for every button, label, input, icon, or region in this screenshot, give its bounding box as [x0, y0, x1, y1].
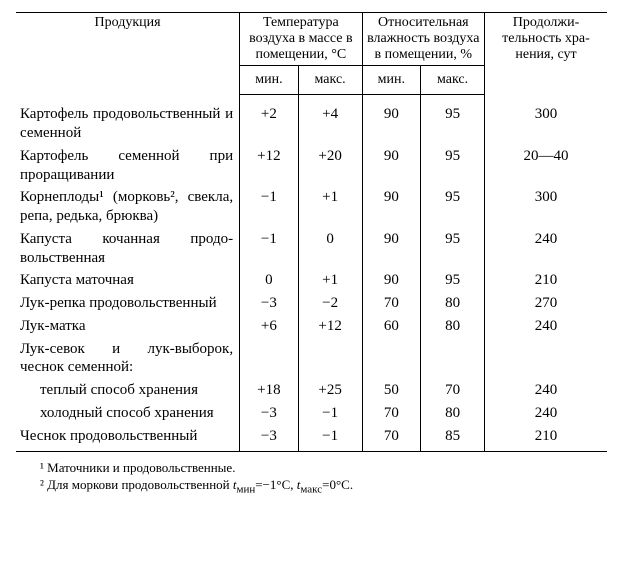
cell-hmax	[421, 338, 485, 380]
footnote-1: ¹ Маточники и продовольственные.	[40, 460, 607, 477]
col-temp-min: мин.	[240, 66, 299, 95]
cell-tmin: +6	[240, 315, 299, 338]
product-name: Лук-репка продовольствен­ный	[16, 292, 240, 315]
cell-hmin: 70	[362, 402, 421, 425]
cell-hmax: 85	[421, 425, 485, 452]
cell-tmax: +1	[298, 186, 362, 228]
cell-hmax: 70	[421, 379, 485, 402]
cell-hmin: 90	[362, 228, 421, 270]
cell-tmax: +12	[298, 315, 362, 338]
cell-tmax: +20	[298, 145, 362, 187]
cell-tmax: +25	[298, 379, 362, 402]
cell-tmin: −3	[240, 292, 299, 315]
col-product: Продукция	[16, 13, 240, 95]
footnotes: ¹ Маточники и продовольственные. ² Для м…	[16, 460, 607, 497]
cell-hmax: 95	[421, 186, 485, 228]
table-row: Капуста маточная0+19095210	[16, 269, 607, 292]
product-name: Картофель семенной при проращивании	[16, 145, 240, 187]
cell-tmin: +18	[240, 379, 299, 402]
cell-dur: 300	[485, 186, 607, 228]
product-name: Картофель продовольствен­ный и семенной	[16, 103, 240, 145]
product-name: Чеснок продовольствен­ный	[16, 425, 240, 452]
col-temperature: Температура воздуха в мас­се в помеще­ни…	[240, 13, 362, 66]
product-name: Капуста кочанная продо­вольственная	[16, 228, 240, 270]
cell-hmax: 95	[421, 145, 485, 187]
cell-tmin	[240, 338, 299, 380]
cell-hmin: 90	[362, 103, 421, 145]
table-row: Лук-репка продовольствен­ный−3−27080270	[16, 292, 607, 315]
cell-hmin: 50	[362, 379, 421, 402]
col-hum-max: макс.	[421, 66, 485, 95]
table-row: Лук-севок и лук-выборок, чеснок семенной…	[16, 338, 607, 380]
cell-hmax: 95	[421, 228, 485, 270]
table-row: Корнеплоды¹ (морковь², свекла, репа, ред…	[16, 186, 607, 228]
cell-dur	[485, 338, 607, 380]
table-row: Лук-матка+6+126080240	[16, 315, 607, 338]
product-name: Капуста маточная	[16, 269, 240, 292]
table-row: Капуста кочанная продо­вольственная−1090…	[16, 228, 607, 270]
cell-tmin: −3	[240, 402, 299, 425]
product-name: Лук-севок и лук-выборок, чеснок семенной…	[16, 338, 240, 380]
cell-tmin: −1	[240, 186, 299, 228]
cell-hmin: 90	[362, 145, 421, 187]
cell-tmax	[298, 338, 362, 380]
cell-tmax: −1	[298, 425, 362, 452]
cell-hmax: 80	[421, 315, 485, 338]
cell-dur: 20—40	[485, 145, 607, 187]
col-humidity: Относитель­ная влажность воздуха в по­ме…	[362, 13, 484, 66]
cell-tmin: −1	[240, 228, 299, 270]
cell-dur: 240	[485, 379, 607, 402]
cell-hmin: 70	[362, 292, 421, 315]
cell-dur: 210	[485, 425, 607, 452]
product-name: Корнеплоды¹ (морковь², свекла, репа, ред…	[16, 186, 240, 228]
cell-hmax: 80	[421, 292, 485, 315]
cell-hmin: 60	[362, 315, 421, 338]
col-hum-min: мин.	[362, 66, 421, 95]
cell-hmin: 70	[362, 425, 421, 452]
cell-hmin	[362, 338, 421, 380]
table-row: Чеснок продовольствен­ный−3−17085210	[16, 425, 607, 452]
cell-tmax: +4	[298, 103, 362, 145]
cell-tmin: −3	[240, 425, 299, 452]
cell-hmax: 80	[421, 402, 485, 425]
cell-hmin: 90	[362, 269, 421, 292]
product-name: холодный способ хране­ния	[16, 402, 240, 425]
cell-tmin: +12	[240, 145, 299, 187]
table-row: Картофель семенной при проращивании+12+2…	[16, 145, 607, 187]
storage-table: Продукция Температура воздуха в мас­се в…	[16, 12, 607, 452]
cell-tmin: 0	[240, 269, 299, 292]
table-row: теплый способ хране­ния+18+255070240	[16, 379, 607, 402]
col-duration: Продолжи­тельность хра­нения, сут	[485, 13, 607, 95]
cell-dur: 300	[485, 103, 607, 145]
product-name: теплый способ хране­ния	[16, 379, 240, 402]
cell-hmax: 95	[421, 103, 485, 145]
cell-dur: 270	[485, 292, 607, 315]
cell-tmax: −2	[298, 292, 362, 315]
cell-tmin: +2	[240, 103, 299, 145]
cell-dur: 240	[485, 228, 607, 270]
cell-dur: 240	[485, 315, 607, 338]
cell-dur: 240	[485, 402, 607, 425]
cell-dur: 210	[485, 269, 607, 292]
table-row: холодный способ хране­ния−3−17080240	[16, 402, 607, 425]
cell-tmax: 0	[298, 228, 362, 270]
cell-tmax: +1	[298, 269, 362, 292]
col-temp-max: макс.	[298, 66, 362, 95]
cell-hmax: 95	[421, 269, 485, 292]
table-row: Картофель продовольствен­ный и семенной+…	[16, 103, 607, 145]
footnote-2: ² Для моркови продовольственной tмин=−1°…	[40, 477, 607, 497]
product-name: Лук-матка	[16, 315, 240, 338]
cell-tmax: −1	[298, 402, 362, 425]
cell-hmin: 90	[362, 186, 421, 228]
